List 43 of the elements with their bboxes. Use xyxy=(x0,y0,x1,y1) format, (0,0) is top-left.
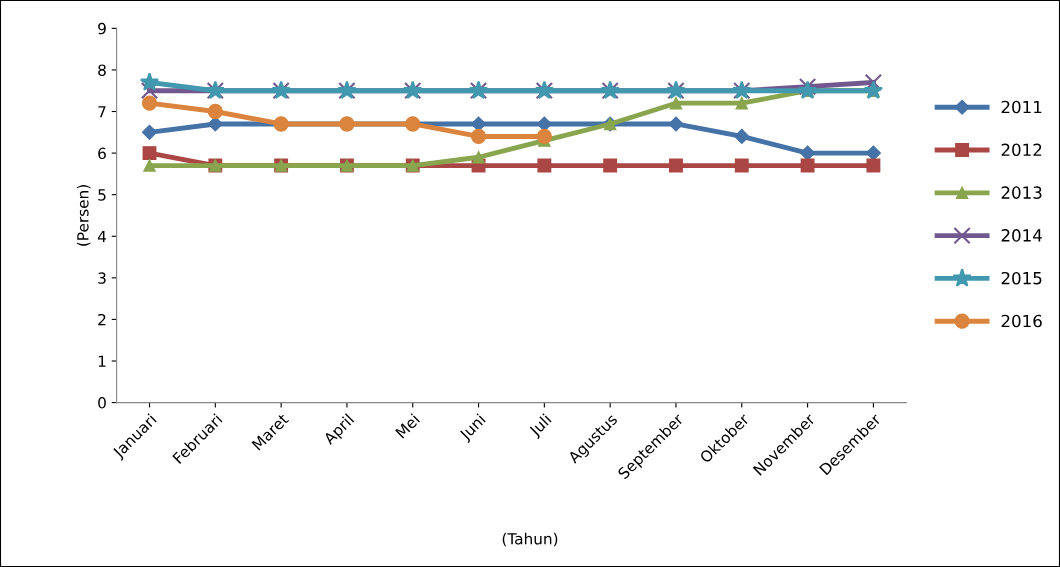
point xyxy=(143,159,156,172)
point xyxy=(734,128,750,145)
y-tick-label: 4 xyxy=(97,230,107,243)
legend-label: 2012 xyxy=(1001,143,1042,157)
point xyxy=(800,145,816,161)
point xyxy=(864,73,883,92)
y-tick-label: 2 xyxy=(98,313,106,326)
point xyxy=(734,158,749,173)
x-tick-label: Mei xyxy=(394,413,421,439)
point xyxy=(139,72,160,91)
point xyxy=(669,158,683,173)
point xyxy=(207,116,223,132)
y-tick-label: 7 xyxy=(98,106,106,118)
y-tick-label: 6 xyxy=(98,147,106,160)
y-axis-title: (Persen) xyxy=(76,185,91,246)
y-tick-label: 3 xyxy=(98,272,106,284)
point xyxy=(865,145,881,161)
point xyxy=(603,158,618,173)
point xyxy=(669,96,683,110)
point xyxy=(537,158,552,173)
point xyxy=(470,128,487,145)
point xyxy=(141,95,158,111)
point xyxy=(866,158,881,173)
point xyxy=(536,128,552,145)
point xyxy=(472,150,485,164)
legend-label: 2016 xyxy=(1001,314,1042,328)
y-tick-label: 1 xyxy=(98,355,106,367)
point xyxy=(735,96,749,110)
y-tick-label: 5 xyxy=(98,189,106,201)
y-tick-label: 9 xyxy=(98,22,106,35)
point xyxy=(207,103,223,120)
y-tick-label: 0 xyxy=(98,397,106,409)
legend-label: 2014 xyxy=(1001,229,1042,242)
point xyxy=(142,146,157,161)
legend-label: 2011 xyxy=(1001,100,1042,114)
legend-label: 2013 xyxy=(1001,186,1042,199)
y-tick-label: 8 xyxy=(98,64,106,76)
point xyxy=(668,116,684,132)
point xyxy=(800,158,815,173)
legend-label: 2015 xyxy=(1001,271,1042,285)
point xyxy=(141,124,158,140)
point xyxy=(536,116,552,132)
x-axis-title: (Tahun) xyxy=(502,532,558,547)
